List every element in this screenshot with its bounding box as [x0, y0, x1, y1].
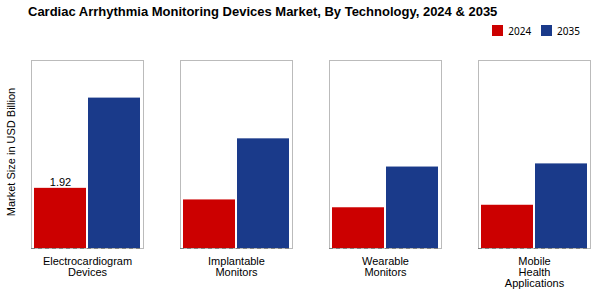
svg-text:WearableMonitors: WearableMonitors — [362, 255, 409, 278]
svg-text:MobileHealthApplications: MobileHealthApplications — [505, 255, 565, 289]
html-text:2024: 2024 — [508, 23, 532, 38]
html-text:Market Size in USD Billion: Market Size in USD Billion — [5, 87, 17, 216]
svg-text:1.92: 1.92 — [50, 176, 71, 188]
html-text:Cardiac Arrhythmia Monitoring: Cardiac Arrhythmia Monitoring Devices Ma… — [28, 4, 498, 19]
html-text:2035: 2035 — [557, 23, 580, 38]
svg-text:ImplantableMonitors: ImplantableMonitors — [208, 255, 265, 278]
svg-text:ElectrocardiogramDevices: ElectrocardiogramDevices — [43, 255, 132, 278]
